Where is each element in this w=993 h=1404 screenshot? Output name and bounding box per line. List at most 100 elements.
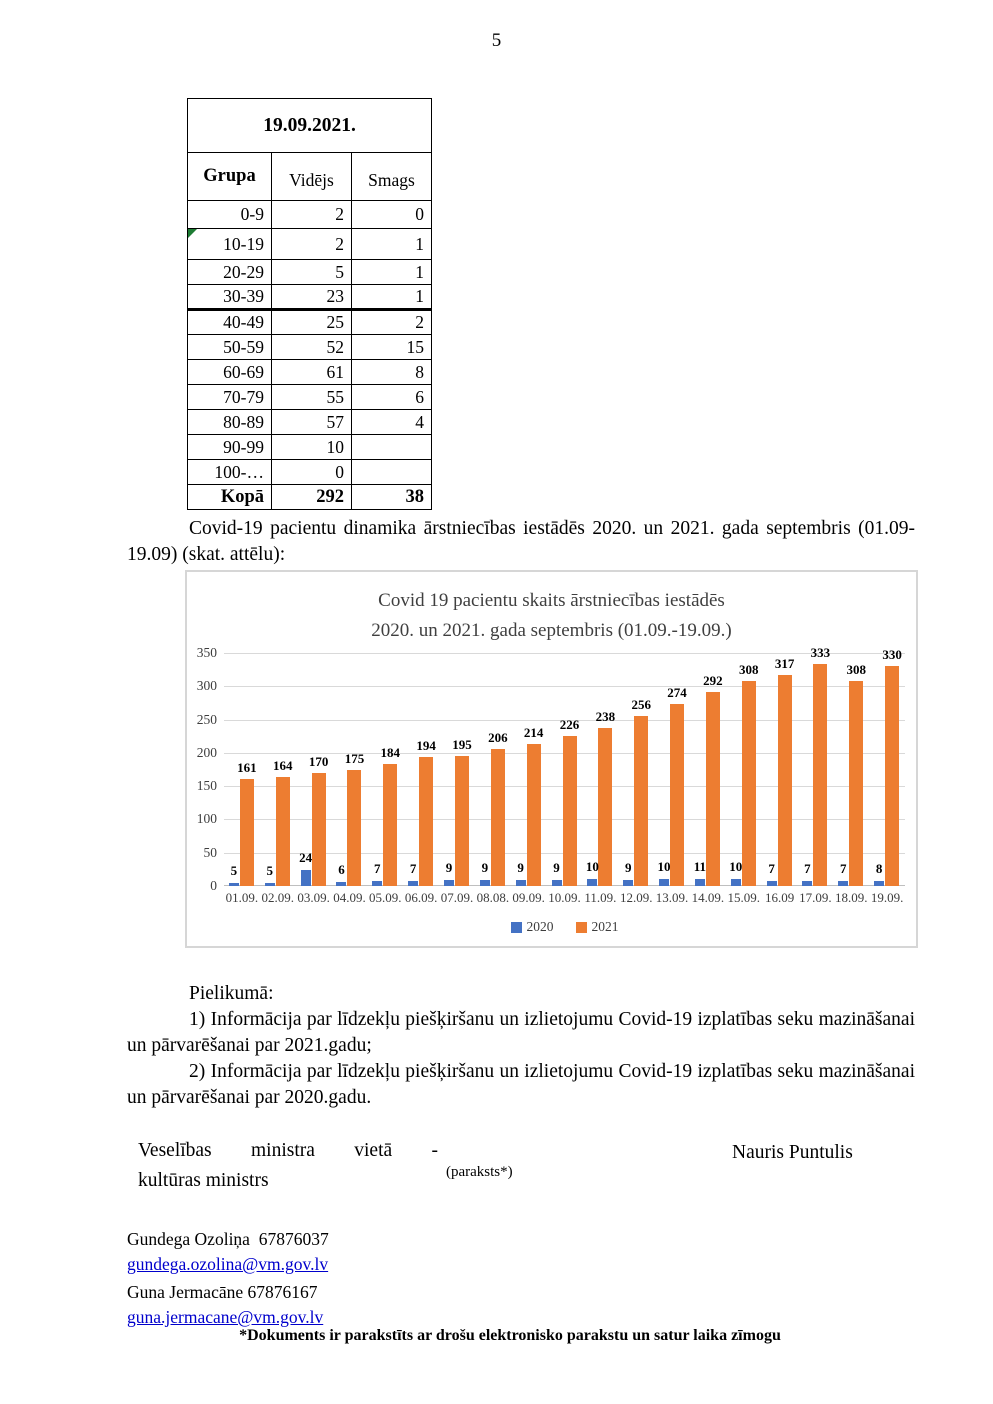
bar-label-2020: 6: [338, 862, 345, 878]
bar-label-2021: 226: [559, 716, 580, 732]
age-group-cell: 10-19: [187, 228, 272, 260]
legend-item-2020: 2020: [510, 919, 554, 935]
bar-label-2021: 238: [595, 708, 616, 724]
bar-label-2020: 11: [693, 858, 707, 874]
legend-item-2021: 2021: [575, 919, 619, 935]
table-total-row: Kopā 292 38: [187, 484, 432, 510]
column-header-grupa: Grupa: [187, 152, 272, 201]
bar-2021: [419, 756, 434, 886]
x-tick-label: 04.09.: [333, 890, 366, 905]
bar-2021: [347, 769, 362, 886]
chart-bars: 5 161 5 164 24 170 6 175 7 184 7 194 9 195 9 206 9 214 9 22…: [224, 645, 905, 886]
x-tick-label: 08.08.: [476, 890, 510, 905]
bar-2020: [479, 880, 490, 886]
table-row: 60-69 61 8: [187, 359, 432, 385]
table-row: 40-49 25 2: [187, 309, 432, 335]
bar-group: 10 308: [726, 653, 762, 886]
bar-label-2020: 5: [266, 862, 274, 878]
contact-1-name: Gundega Ozoliņa 67876037: [127, 1229, 329, 1249]
bar-label-2021: 206: [488, 729, 508, 745]
appendix-title: Pielikumā:: [189, 983, 274, 1004]
total-smags: 38: [351, 484, 432, 510]
table-row: 70-79 55 6: [187, 384, 432, 410]
bar-2021: [526, 743, 541, 886]
bar-2020: [264, 882, 275, 886]
x-tick-label: 19.09.: [870, 890, 904, 905]
smags-cell: 15: [351, 334, 432, 360]
chart-title-line2: 2020. un 2021. gada septembris (01.09.-1…: [371, 620, 732, 642]
bar-label-2021: 195: [452, 737, 472, 753]
bar-2020: [443, 880, 454, 886]
videjs-cell: 23: [271, 284, 352, 311]
y-tick-label: 150: [196, 778, 217, 794]
x-tick-label: 13.09.: [655, 890, 689, 905]
bar-label-2020: 7: [804, 861, 811, 877]
age-group-cell: 60-69: [187, 359, 272, 385]
smags-cell: [351, 434, 432, 460]
smags-cell: 2: [351, 309, 432, 335]
bar-2021: [670, 703, 685, 886]
legend-swatch-icon: [575, 921, 587, 933]
bar-2020: [300, 870, 311, 886]
age-group-cell: 70-79: [187, 384, 272, 410]
smags-cell: 6: [351, 384, 432, 410]
x-tick-label: 17.09.: [799, 890, 832, 905]
y-tick-label: 200: [196, 744, 217, 760]
bar-label-2020: 7: [409, 861, 417, 877]
table-row: 30-39 23 1: [187, 284, 432, 311]
x-tick-label: 11.09.: [584, 890, 617, 905]
bar-label-2020: 10: [585, 859, 599, 875]
y-tick-label: 300: [196, 678, 217, 694]
bar-2020: [766, 881, 777, 886]
appendix-item-1: 1) Informācija par līdzekļu piešķiršanu …: [127, 1008, 915, 1056]
x-tick-label: 16.09: [764, 890, 795, 905]
age-group-cell: 30-39: [187, 284, 272, 311]
x-tick-label: 06.09.: [404, 890, 438, 905]
bar-group: 10 274: [654, 653, 690, 886]
footer-signature-note: *Dokuments ir parakstīts ar drošu elektr…: [239, 1327, 781, 1344]
age-group-cell: 80-89: [187, 409, 272, 435]
bar-group: 9 214: [511, 653, 547, 886]
x-tick-label: 09.09.: [512, 890, 545, 905]
covid-bar-chart: Covid 19 pacientu skaits ārstniecības ie…: [185, 570, 918, 948]
y-tick-label: 350: [196, 645, 217, 660]
bar-label-2020: 7: [374, 861, 381, 877]
bar-2020: [623, 880, 634, 886]
table-row: 0-9 2 0: [187, 200, 432, 229]
bar-2020: [228, 882, 239, 886]
table-date-row: 19.09.2021.: [187, 98, 432, 153]
contact-1-email-link[interactable]: gundega.ozolina@vm.gov.lv: [127, 1254, 329, 1274]
bar-2020: [694, 878, 705, 886]
chart-x-axis-labels: 01.09. 02.09. 03.09. 04.09. 05.09. 06.09. 07.0…: [224, 890, 905, 906]
bar-2021: [562, 735, 577, 886]
bar-label-2021: 256: [631, 696, 651, 712]
bar-2020: [874, 880, 885, 886]
contact-2-email-link[interactable]: guna.jermacane@vm.gov.lv: [127, 1307, 324, 1327]
contacts-block: Gundega Ozoliņa 67876037 gundega.ozolina…: [127, 1222, 329, 1328]
bar-2020: [408, 881, 419, 886]
cell-corner-marker-icon: [188, 229, 197, 238]
bar-2021: [634, 715, 649, 886]
intro-paragraph-block: Covid-19 pacientu dinamika ārstniecības …: [127, 516, 915, 568]
bar-2021: [885, 666, 900, 886]
bar-group: 24 170: [296, 653, 332, 886]
bar-label-2020: 10: [729, 859, 743, 875]
videjs-cell: 2: [271, 200, 352, 229]
bar-2020: [336, 882, 347, 886]
legend-label: 2021: [591, 919, 619, 934]
y-gridline: [224, 686, 905, 688]
x-tick-label: 12.09.: [619, 890, 653, 905]
bar-label-2021: 184: [380, 744, 401, 760]
videjs-cell: 2: [271, 228, 352, 260]
bar-2021: [813, 664, 828, 886]
bar-2020: [372, 881, 383, 886]
chart-title: Covid 19 pacientu skaits ārstniecības ie…: [187, 586, 916, 647]
age-group-cell: 0-9: [187, 200, 272, 229]
videjs-cell: 5: [271, 259, 352, 285]
bar-2021: [311, 772, 326, 886]
bar-group: 6 175: [332, 653, 368, 886]
bar-2020: [838, 881, 849, 886]
bar-label-2020: 7: [840, 861, 847, 877]
bar-group: 9 195: [439, 653, 475, 886]
chart-legend: 2020 2021: [224, 919, 905, 935]
